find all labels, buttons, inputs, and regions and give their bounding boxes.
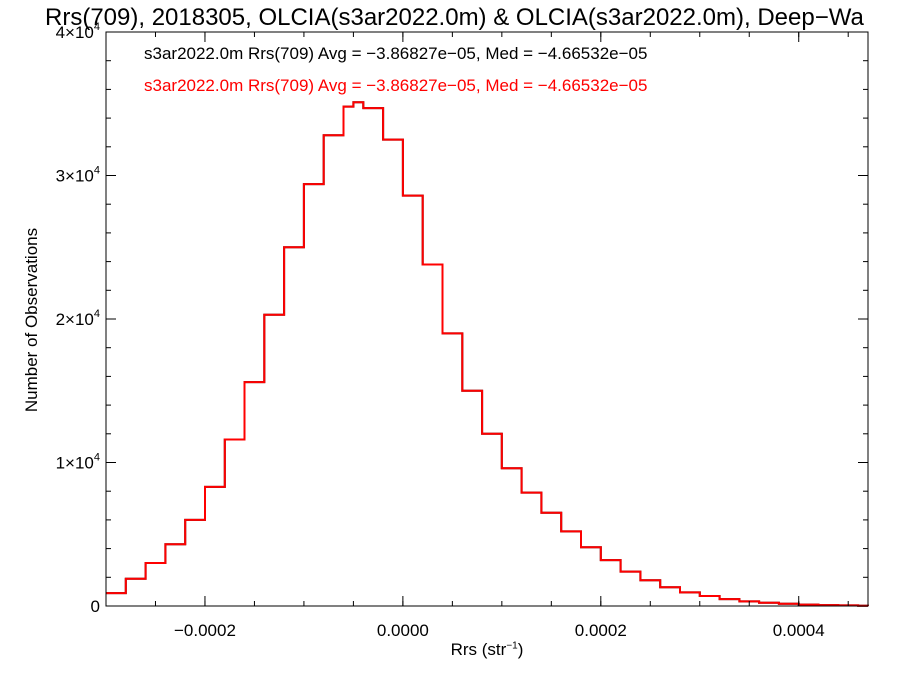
x-axis-label-exponent: −1: [506, 640, 518, 652]
x-axis-label-text: Rrs (str: [450, 640, 507, 659]
plot-frame: [105, 31, 869, 607]
chart-title: Rrs(709), 2018305, OLCIA(s3ar2022.0m) & …: [45, 4, 864, 31]
x-axis-label: Rrs (str−1): [451, 640, 524, 660]
x-axis-label-close: ): [517, 640, 524, 659]
y-axis-label: Number of Observations: [22, 227, 41, 413]
x-tick-label: 0.0004: [773, 621, 825, 640]
ticks-layer: −0.0002 0.0000 0.0002 0.0004 0 1×104 2×104 3×10…: [56, 21, 868, 640]
x-tick-label: 0.0002: [575, 621, 627, 640]
histogram-series-1: [106, 101, 869, 607]
y-tick-label: 2×104: [56, 308, 100, 329]
series-layer: [106, 101, 869, 607]
y-tick-label: 0: [91, 597, 100, 616]
histogram-series-0: [106, 101, 869, 607]
x-tick-label: 0.0000: [377, 621, 429, 640]
x-tick-label: −0.0002: [174, 621, 236, 640]
legend-entry-red: s3ar2022.0m Rrs(709) Avg = −3.86827e−05,…: [144, 76, 648, 95]
y-tick-label: 4×104: [56, 21, 100, 42]
y-tick-label: 1×104: [56, 452, 100, 473]
legend-entry-black: s3ar2022.0m Rrs(709) Avg = −3.86827e−05,…: [144, 44, 648, 63]
y-tick-label: 3×104: [56, 165, 100, 186]
